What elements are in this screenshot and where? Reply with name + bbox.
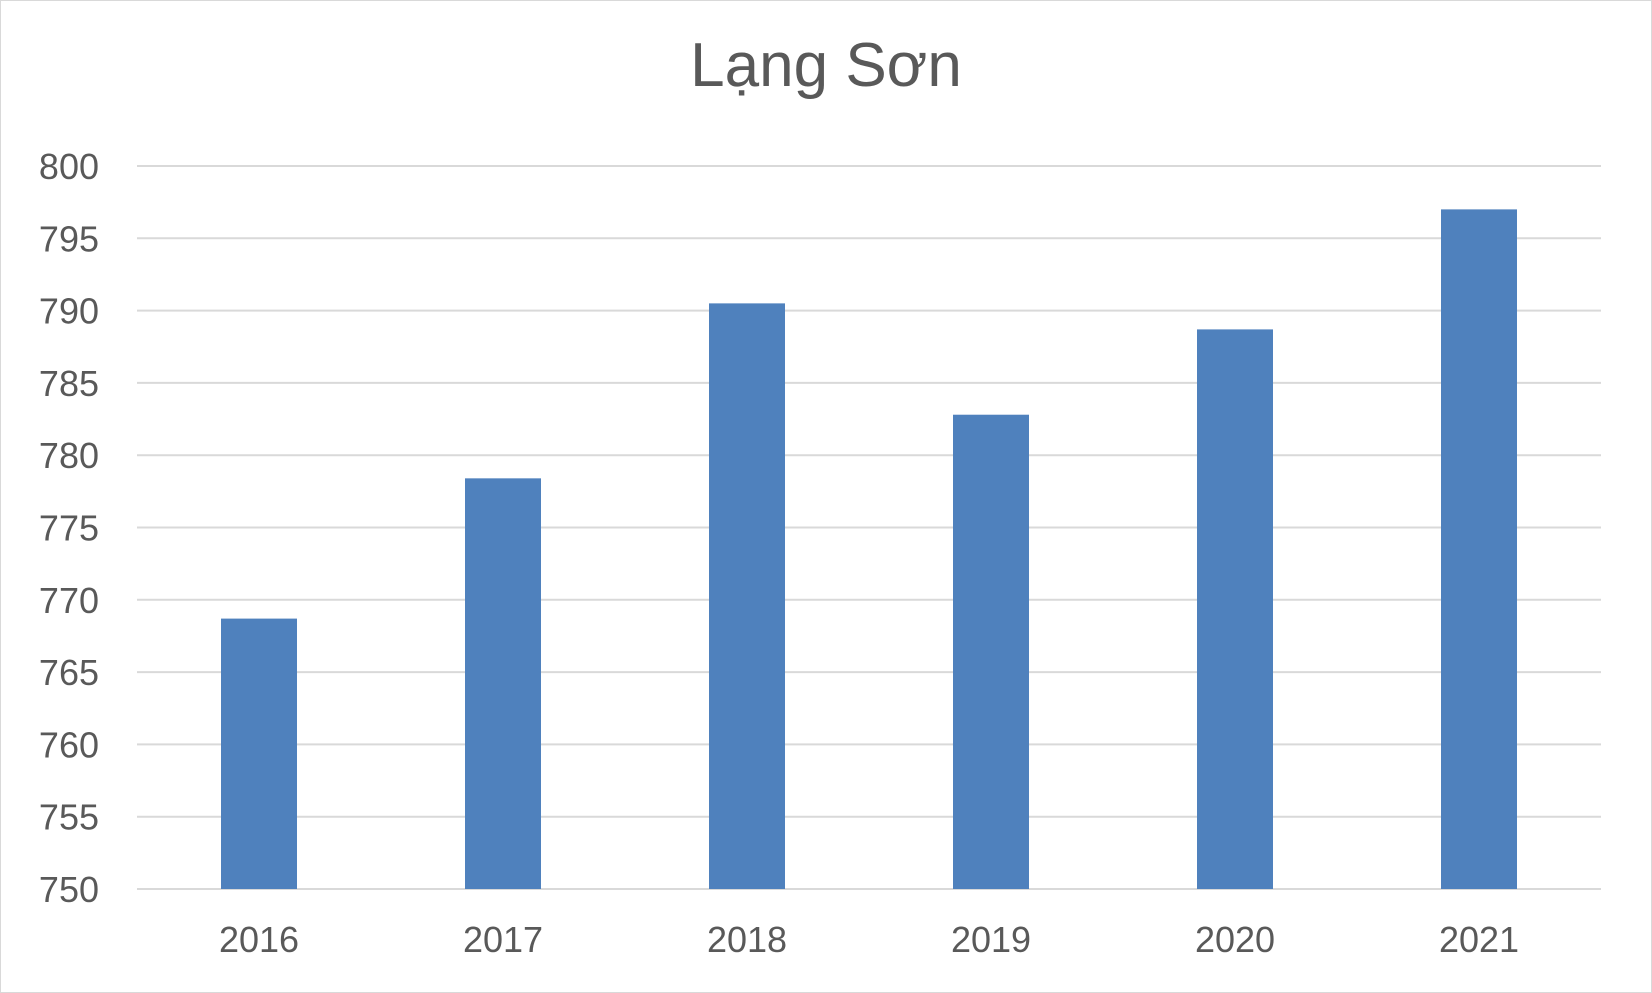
y-tick-label: 795 [39, 218, 99, 259]
x-tick-label: 2020 [1195, 919, 1275, 960]
y-tick-label: 775 [39, 508, 99, 549]
x-axis-tick-labels: 2016 2017 2018 2019 2020 2021 [219, 919, 1519, 960]
x-tick-label: 2017 [463, 919, 543, 960]
y-tick-label: 755 [39, 797, 99, 838]
chart-title: Lạng Sơn [690, 31, 962, 100]
x-tick-label: 2016 [219, 919, 299, 960]
bar-2018 [709, 303, 785, 889]
bar-2017 [465, 478, 541, 889]
x-tick-label: 2018 [707, 919, 787, 960]
bars [221, 209, 1517, 889]
bar-2021 [1441, 209, 1517, 889]
x-tick-label: 2021 [1439, 919, 1519, 960]
bar-2016 [221, 618, 297, 889]
y-tick-label: 765 [39, 652, 99, 693]
bar-2020 [1197, 329, 1273, 889]
y-tick-label: 770 [39, 580, 99, 621]
y-tick-label: 750 [39, 869, 99, 910]
x-tick-label: 2019 [951, 919, 1031, 960]
y-axis-tick-labels: 750 755 760 765 770 775 780 785 790 795 800 [39, 146, 99, 910]
grid-lines [137, 165, 1601, 890]
y-tick-label: 800 [39, 146, 99, 187]
y-tick-label: 760 [39, 724, 99, 765]
y-tick-label: 780 [39, 435, 99, 476]
y-tick-label: 790 [39, 291, 99, 332]
y-tick-label: 785 [39, 363, 99, 404]
bar-2019 [953, 414, 1029, 889]
